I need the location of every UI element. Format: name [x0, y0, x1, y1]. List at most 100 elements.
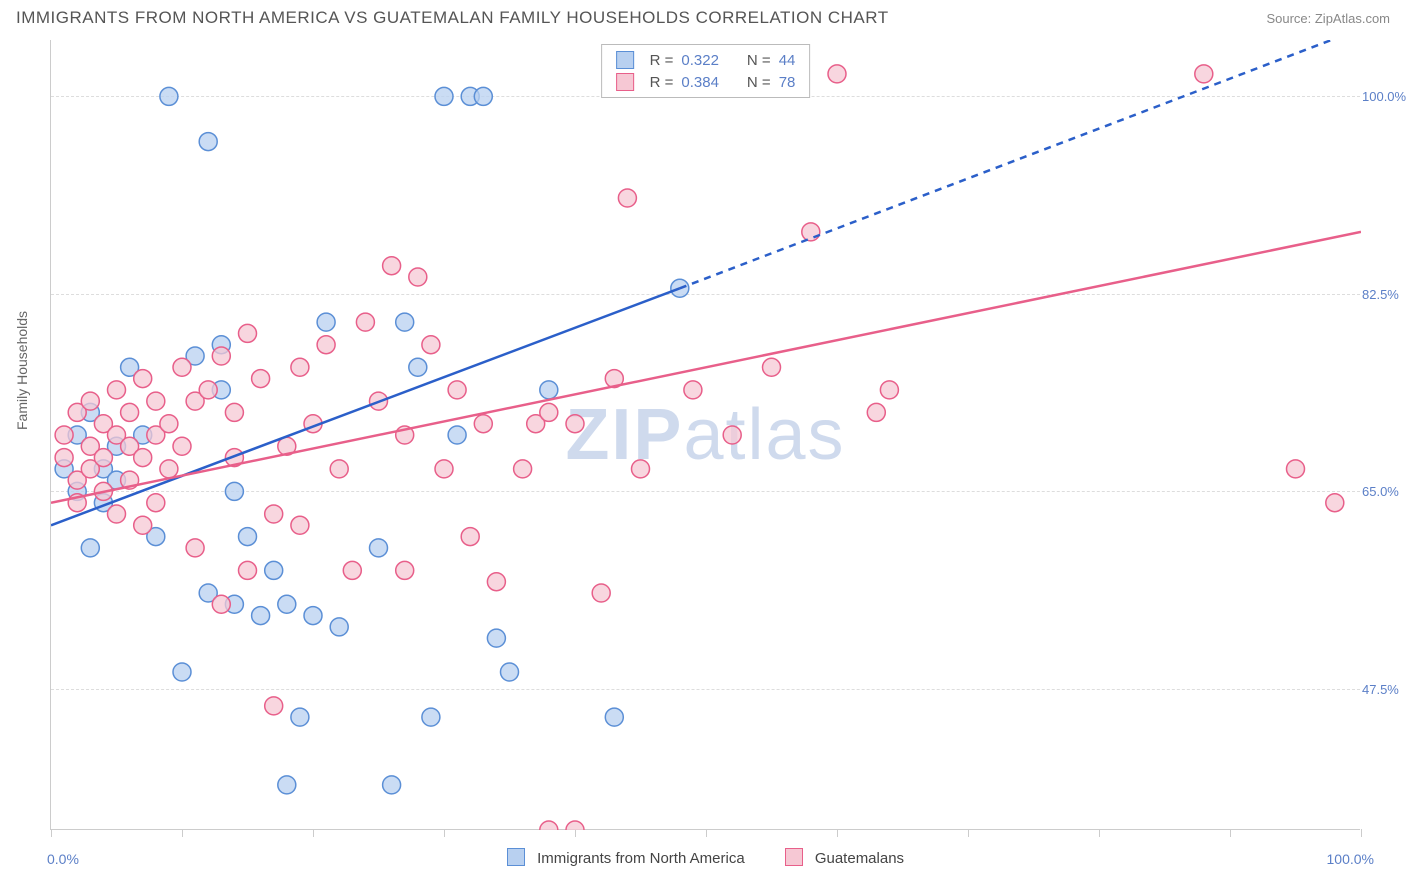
x-tick [837, 829, 838, 837]
data-point-immigrants [474, 87, 492, 105]
legend-row-immigrants: R = 0.322 N = 44 [616, 49, 796, 71]
data-point-guatemalans [291, 358, 309, 376]
data-point-immigrants [278, 776, 296, 794]
data-point-guatemalans [225, 403, 243, 421]
legend-item-immigrants: Immigrants from North America [507, 848, 745, 867]
x-tick [1099, 829, 1100, 837]
data-point-guatemalans [173, 358, 191, 376]
data-point-immigrants [278, 595, 296, 613]
data-point-guatemalans [291, 516, 309, 534]
data-point-guatemalans [566, 821, 584, 830]
y-axis-label: Family Households [14, 311, 30, 430]
data-point-guatemalans [487, 573, 505, 591]
data-point-guatemalans [383, 257, 401, 275]
data-point-guatemalans [252, 370, 270, 388]
legend-swatch-guatemalans [616, 73, 634, 91]
x-tick [575, 829, 576, 837]
data-point-immigrants [252, 607, 270, 625]
source-attribution: Source: ZipAtlas.com [1266, 11, 1390, 26]
x-tick [51, 829, 52, 837]
scatter-svg [51, 40, 1361, 830]
data-point-immigrants [501, 663, 519, 681]
data-point-guatemalans [461, 528, 479, 546]
data-point-guatemalans [55, 449, 73, 467]
data-point-immigrants [317, 313, 335, 331]
data-point-guatemalans [147, 392, 165, 410]
data-point-guatemalans [356, 313, 374, 331]
y-tick-label: 82.5% [1362, 287, 1406, 302]
data-point-guatemalans [618, 189, 636, 207]
data-point-guatemalans [448, 381, 466, 399]
data-point-guatemalans [409, 268, 427, 286]
x-tick [1230, 829, 1231, 837]
data-point-guatemalans [121, 403, 139, 421]
data-point-guatemalans [396, 561, 414, 579]
data-point-guatemalans [239, 324, 257, 342]
data-point-guatemalans [160, 415, 178, 433]
data-point-immigrants [173, 663, 191, 681]
data-point-guatemalans [173, 437, 191, 455]
data-point-immigrants [199, 133, 217, 151]
x-tick [444, 829, 445, 837]
data-point-guatemalans [239, 561, 257, 579]
data-point-immigrants [409, 358, 427, 376]
data-point-immigrants [160, 87, 178, 105]
series-legend: Immigrants from North America Guatemalan… [51, 848, 1360, 867]
x-tick [1361, 829, 1362, 837]
chart-container: ZIPatlas 47.5%65.0%82.5%100.0% R = 0.322… [50, 40, 1360, 830]
legend-row-guatemalans: R = 0.384 N = 78 [616, 71, 796, 93]
data-point-guatemalans [147, 494, 165, 512]
y-tick-label: 47.5% [1362, 682, 1406, 697]
data-point-guatemalans [474, 415, 492, 433]
chart-title: IMMIGRANTS FROM NORTH AMERICA VS GUATEMA… [16, 8, 889, 28]
data-point-guatemalans [134, 449, 152, 467]
data-point-guatemalans [723, 426, 741, 444]
data-point-guatemalans [81, 392, 99, 410]
data-point-guatemalans [763, 358, 781, 376]
data-point-immigrants [448, 426, 466, 444]
data-point-guatemalans [802, 223, 820, 241]
data-point-guatemalans [343, 561, 361, 579]
data-point-guatemalans [1195, 65, 1213, 83]
data-point-immigrants [81, 539, 99, 557]
data-point-guatemalans [265, 697, 283, 715]
data-point-guatemalans [134, 516, 152, 534]
data-point-guatemalans [435, 460, 453, 478]
data-point-guatemalans [212, 347, 230, 365]
data-point-immigrants [291, 708, 309, 726]
data-point-guatemalans [94, 449, 112, 467]
data-point-guatemalans [880, 381, 898, 399]
data-point-guatemalans [199, 381, 217, 399]
legend-label-guatemalans: Guatemalans [815, 850, 904, 867]
data-point-guatemalans [540, 403, 558, 421]
legend-swatch-immigrants [616, 51, 634, 69]
data-point-immigrants [383, 776, 401, 794]
data-point-immigrants [396, 313, 414, 331]
data-point-guatemalans [566, 415, 584, 433]
data-point-immigrants [225, 482, 243, 500]
data-point-guatemalans [55, 426, 73, 444]
data-point-guatemalans [592, 584, 610, 602]
data-point-immigrants [435, 87, 453, 105]
legend-item-guatemalans: Guatemalans [785, 848, 904, 867]
legend-label-immigrants: Immigrants from North America [537, 850, 745, 867]
data-point-guatemalans [330, 460, 348, 478]
data-point-guatemalans [265, 505, 283, 523]
data-point-immigrants [304, 607, 322, 625]
data-point-guatemalans [684, 381, 702, 399]
data-point-guatemalans [317, 336, 335, 354]
data-point-guatemalans [828, 65, 846, 83]
data-point-guatemalans [1326, 494, 1344, 512]
data-point-immigrants [605, 708, 623, 726]
data-point-immigrants [422, 708, 440, 726]
x-tick [968, 829, 969, 837]
data-point-guatemalans [134, 370, 152, 388]
data-point-immigrants [540, 381, 558, 399]
legend-swatch-guatemalans-icon [785, 848, 803, 866]
data-point-guatemalans [186, 539, 204, 557]
data-point-guatemalans [514, 460, 532, 478]
data-point-guatemalans [108, 381, 126, 399]
data-point-guatemalans [108, 505, 126, 523]
x-tick [313, 829, 314, 837]
data-point-guatemalans [867, 403, 885, 421]
